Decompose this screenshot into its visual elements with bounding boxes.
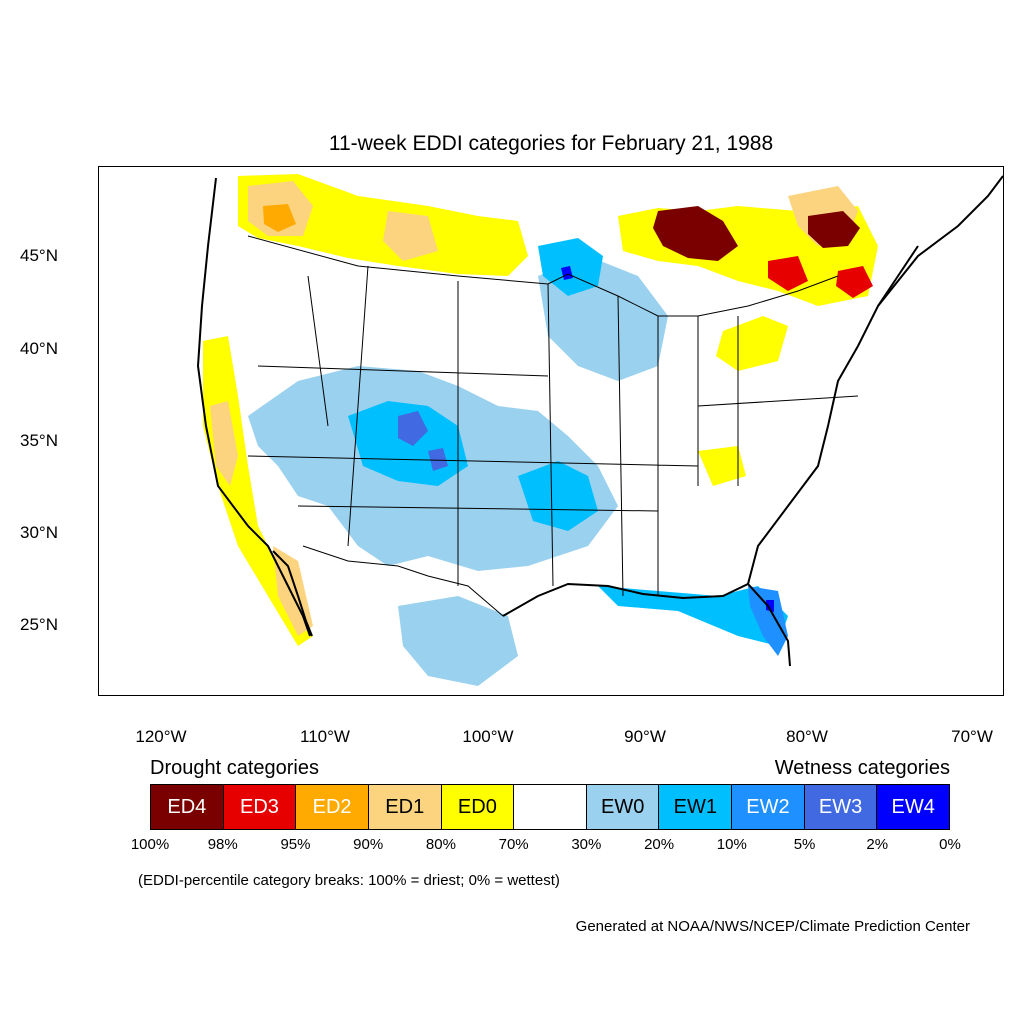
lat-label-35: 35°N bbox=[20, 431, 58, 450]
region-ed2-alberta bbox=[263, 204, 296, 232]
legend-box-neutral bbox=[514, 785, 587, 829]
region-ew1-arkansas bbox=[518, 461, 598, 531]
drought-heading: Drought categories bbox=[150, 757, 319, 779]
lat-label-40: 40°N bbox=[20, 339, 58, 358]
region-ew1-gulf-coast bbox=[598, 586, 788, 646]
state-lines bbox=[247, 265, 859, 597]
coastlines bbox=[196, 175, 1004, 667]
state-borders bbox=[247, 235, 859, 617]
percent-break-label: 0% bbox=[939, 836, 961, 853]
chart-title: 11-week EDDI categories for February 21,… bbox=[328, 132, 774, 155]
lon-label-110: 110°W bbox=[300, 727, 350, 746]
percent-break-label: 95% bbox=[280, 836, 311, 853]
percent-break-label: 80% bbox=[425, 836, 456, 853]
lon-label-100: 100°W bbox=[462, 727, 514, 746]
gulf-coastline bbox=[502, 582, 791, 667]
region-ew1-minnesota bbox=[538, 238, 603, 296]
region-ed3-stlawrence bbox=[768, 256, 873, 298]
legend-box-ed3: ED3 bbox=[223, 785, 297, 829]
lat-label-30: 30°N bbox=[20, 523, 58, 542]
map-frame bbox=[98, 166, 1004, 696]
us-mexico-border bbox=[302, 545, 504, 617]
percent-break-label: 90% bbox=[353, 836, 384, 853]
percent-break-label: 20% bbox=[644, 836, 675, 853]
region-ed4-ontario bbox=[653, 206, 738, 261]
region-ed0-west-coast bbox=[203, 336, 313, 646]
baja-coastline bbox=[272, 550, 313, 637]
legend-colorbar: ED4 ED3 ED2 ED1 ED0 EW0 EW1 EW2 EW3 EW4 bbox=[150, 784, 950, 830]
percent-break-label: 5% bbox=[793, 836, 816, 853]
legend-box-ed4: ED4 bbox=[151, 785, 224, 829]
percent-break-label: 10% bbox=[716, 836, 747, 853]
region-ed1-saskatchewan bbox=[248, 181, 438, 261]
region-ew0-mexico bbox=[398, 596, 518, 686]
east-coastline bbox=[747, 245, 919, 585]
legend-box-ew2: EW2 bbox=[732, 785, 805, 829]
legend-box-ed2: ED2 bbox=[296, 785, 369, 829]
region-ed0-ohio bbox=[698, 316, 788, 486]
legend-box-ew1: EW1 bbox=[659, 785, 733, 829]
percent-break-label: 30% bbox=[571, 836, 602, 853]
region-ed4-quebec bbox=[808, 211, 860, 248]
percent-break-label: 100% bbox=[130, 836, 170, 853]
percent-break-label: 98% bbox=[207, 836, 238, 853]
legend-box-ed0: ED0 bbox=[441, 785, 515, 829]
percent-break-label: 70% bbox=[498, 836, 529, 853]
legend-box-ew4: EW4 bbox=[877, 785, 950, 829]
legend-box-ew0: EW0 bbox=[586, 785, 660, 829]
west-coastline bbox=[196, 177, 311, 637]
lon-label-90: 90°W bbox=[624, 727, 666, 746]
lon-label-120: 120°W bbox=[135, 727, 187, 746]
canada-east-coast bbox=[877, 175, 1004, 307]
category-note: (EDDI-percentile category breaks: 100% =… bbox=[138, 872, 560, 889]
credit-line: Generated at NOAA/NWS/NCEP/Climate Predi… bbox=[575, 918, 970, 935]
region-ed1-california bbox=[210, 401, 313, 636]
legend-box-ed1: ED1 bbox=[368, 785, 442, 829]
wetness-heading: Wetness categories bbox=[774, 757, 950, 779]
percent-break-label: 2% bbox=[866, 836, 889, 853]
lat-label-25: 25°N bbox=[20, 615, 58, 634]
region-ew3-colorado bbox=[398, 411, 448, 471]
lat-label-45: 45°N bbox=[20, 246, 58, 265]
data-layer bbox=[203, 174, 878, 686]
map-canvas bbox=[98, 166, 1004, 696]
legend-box-ew3: EW3 bbox=[804, 785, 878, 829]
region-ed0-west-canada bbox=[238, 174, 528, 276]
lon-label-70: 70°W bbox=[951, 727, 993, 746]
lon-label-80: 80°W bbox=[786, 727, 828, 746]
region-ew2-florida bbox=[748, 586, 788, 656]
map-border bbox=[98, 166, 1004, 696]
